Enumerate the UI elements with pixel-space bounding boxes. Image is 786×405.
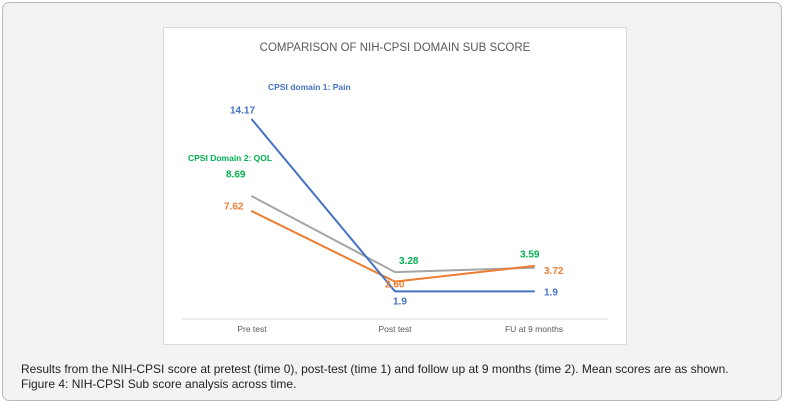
series-lines bbox=[251, 118, 535, 293]
figure-frame: COMPARISON OF NIH-CPSI DOMAIN SUB SCORE … bbox=[2, 2, 782, 401]
data-label: 8.69 bbox=[226, 169, 246, 180]
data-label: 3.72 bbox=[544, 266, 564, 277]
caption-figure-label: Figure 4: NIH-CPSI Sub score analysis ac… bbox=[21, 377, 297, 391]
series-line bbox=[251, 118, 535, 293]
x-tick-label: Post test bbox=[378, 324, 412, 334]
series-name-annotation: CPSI domain 1: Pain bbox=[268, 82, 351, 92]
data-label: 7.62 bbox=[224, 201, 244, 212]
x-tick-label: Pre test bbox=[237, 324, 267, 334]
series-names: CPSI domain 1: Pain CPSI Domain 2: QOL bbox=[188, 82, 351, 163]
data-label: 1.9 bbox=[393, 296, 407, 307]
data-labels: 14.17 1.9 1.9 8.69 3.28 3.59 7.62 2.60 3.72 bbox=[224, 106, 564, 308]
x-tick-label: FU at 9 months bbox=[505, 324, 563, 334]
data-label: 3.59 bbox=[520, 250, 540, 261]
series-line bbox=[251, 195, 535, 274]
line-chart: COMPARISON OF NIH-CPSI DOMAIN SUB SCORE … bbox=[182, 42, 608, 334]
caption-description: Results from the NIH-CPSI score at prete… bbox=[21, 362, 729, 376]
chart-card: COMPARISON OF NIH-CPSI DOMAIN SUB SCORE … bbox=[163, 27, 627, 345]
data-label: 1.9 bbox=[544, 287, 558, 298]
chart-title: COMPARISON OF NIH-CPSI DOMAIN SUB SCORE bbox=[260, 42, 531, 54]
series-line bbox=[251, 210, 535, 283]
data-label: 2.60 bbox=[385, 280, 405, 291]
x-axis-tick-labels: Pre test Post test FU at 9 months bbox=[237, 324, 563, 334]
figure-caption: Results from the NIH-CPSI score at prete… bbox=[21, 362, 771, 392]
data-label: 3.28 bbox=[399, 256, 419, 267]
data-label: 14.17 bbox=[230, 106, 255, 117]
series-name-annotation: CPSI Domain 2: QOL bbox=[188, 153, 272, 163]
